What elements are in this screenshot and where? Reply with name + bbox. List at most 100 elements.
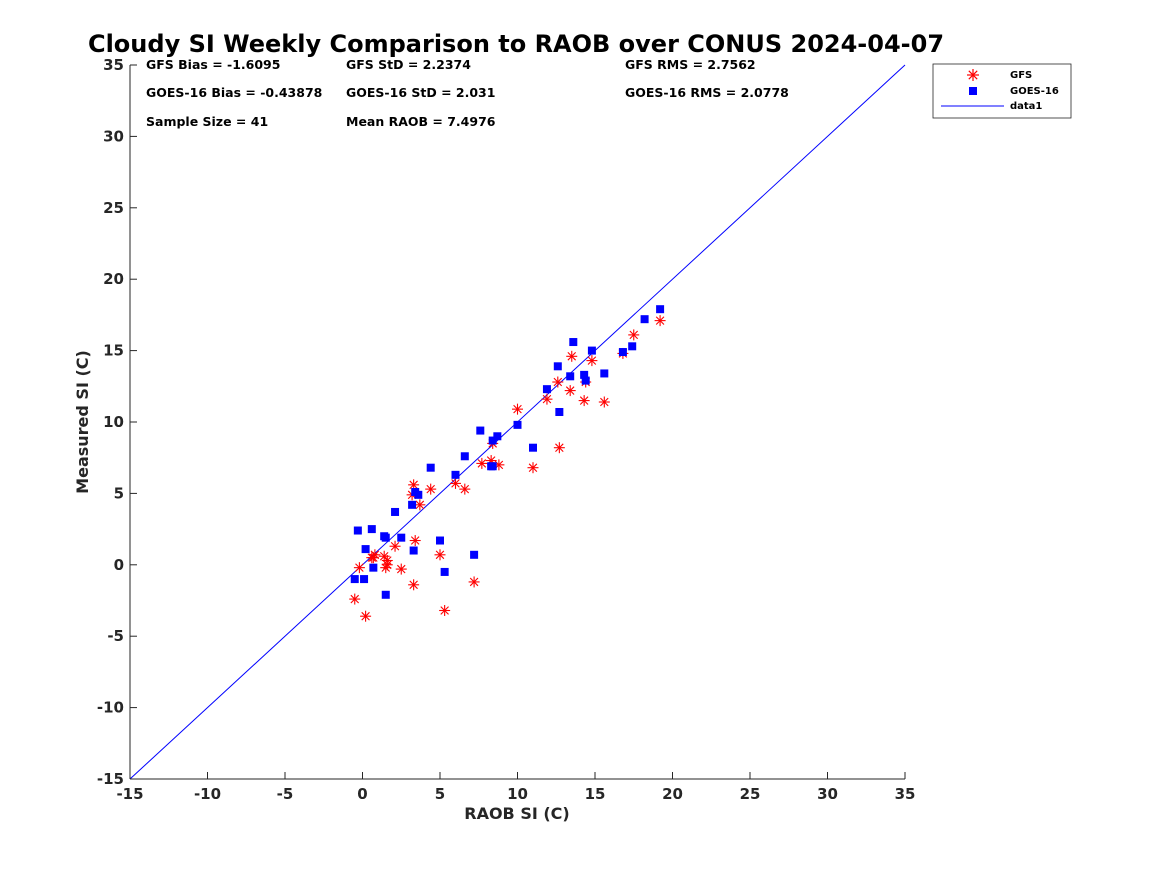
x-tick-label: -15 bbox=[116, 785, 143, 803]
goes16-point bbox=[426, 463, 435, 472]
legend-goes16-label: GOES-16 bbox=[1010, 86, 1059, 97]
legend-box bbox=[932, 63, 1072, 119]
goes16-point bbox=[513, 420, 522, 429]
y-tick-label: 15 bbox=[103, 342, 124, 360]
goes16-point bbox=[618, 348, 627, 357]
gfs-point bbox=[425, 483, 437, 495]
legend-gfs-label: GFS bbox=[1010, 70, 1032, 81]
gfs-point bbox=[450, 477, 461, 489]
goes16-point bbox=[460, 452, 469, 461]
x-tick-label: 20 bbox=[662, 785, 683, 803]
goes16-point bbox=[360, 575, 369, 584]
gfs-point bbox=[408, 479, 420, 491]
x-tick-label: -10 bbox=[194, 785, 221, 803]
gfs-point bbox=[468, 576, 480, 588]
goes16-point bbox=[367, 525, 376, 534]
y-tick-label: -5 bbox=[107, 627, 124, 645]
gfs-point bbox=[353, 562, 365, 574]
gfs-point bbox=[389, 540, 401, 552]
goes16-point bbox=[361, 545, 370, 554]
gfs-point bbox=[476, 457, 488, 469]
gfs-point bbox=[434, 549, 446, 561]
goes16-point bbox=[555, 408, 564, 417]
gfs-point bbox=[414, 499, 426, 511]
gfs-point bbox=[628, 329, 640, 341]
goes16-point bbox=[476, 426, 485, 435]
goes16-point bbox=[542, 385, 551, 394]
goes16-point bbox=[587, 346, 596, 355]
y-tick-label: 30 bbox=[103, 127, 124, 145]
goes16-point bbox=[640, 315, 649, 324]
y-tick-label: -10 bbox=[97, 699, 124, 717]
gfs-point bbox=[349, 593, 361, 605]
stat-mean-raob: Mean RAOB = 7.4976 bbox=[346, 114, 496, 129]
gfs-point bbox=[409, 535, 421, 547]
stat-goes-rms: GOES-16 RMS = 2.0778 bbox=[625, 85, 789, 100]
gfs-point bbox=[586, 355, 598, 367]
goes16-series-layer bbox=[350, 305, 665, 599]
gfs-point bbox=[564, 385, 576, 397]
x-tick-label: 0 bbox=[357, 785, 367, 803]
goes16-point bbox=[451, 470, 460, 479]
goes16-point bbox=[350, 575, 359, 584]
x-axis-ticks: -15 -10 -5 0 5 10 15 20 25 30 35 bbox=[116, 772, 915, 803]
goes16-point bbox=[493, 432, 502, 441]
gfs-point bbox=[381, 559, 393, 571]
stat-gfs-bias: GFS Bias = -1.6095 bbox=[146, 57, 280, 72]
goes16-point bbox=[397, 533, 406, 542]
stat-gfs-std: GFS StD = 2.2374 bbox=[346, 57, 471, 72]
goes16-point bbox=[440, 567, 449, 576]
gfs-point bbox=[367, 552, 379, 564]
plot-area bbox=[129, 64, 906, 780]
gfs-point bbox=[566, 350, 578, 362]
gfs-point bbox=[360, 610, 372, 622]
legend: GFS GOES-16 data1 bbox=[932, 63, 1072, 119]
legend-data1-label: data1 bbox=[1010, 101, 1042, 112]
goes16-point bbox=[580, 370, 589, 379]
y-tick-label: 20 bbox=[103, 270, 124, 288]
x-tick-label: 25 bbox=[740, 785, 761, 803]
goes16-point bbox=[414, 490, 423, 499]
stat-sample-size: Sample Size = 41 bbox=[146, 114, 268, 129]
goes16-point bbox=[391, 507, 400, 516]
statistics-block: GFS Bias = -1.6095 GFS StD = 2.2374 GFS … bbox=[146, 57, 789, 129]
y-tick-label: 25 bbox=[103, 199, 124, 217]
chart-title: Cloudy SI Weekly Comparison to RAOB over… bbox=[88, 30, 944, 58]
x-tick-label: 15 bbox=[585, 785, 606, 803]
goes16-point bbox=[381, 590, 390, 599]
gfs-point bbox=[527, 462, 539, 474]
goes16-point bbox=[381, 533, 390, 542]
goes16-point bbox=[353, 526, 362, 535]
stat-goes-std: GOES-16 StD = 2.031 bbox=[346, 85, 495, 100]
goes16-point bbox=[569, 338, 578, 347]
gfs-point bbox=[553, 442, 565, 454]
goes16-point bbox=[600, 369, 609, 378]
x-tick-label: -5 bbox=[277, 785, 294, 803]
gfs-point bbox=[552, 376, 564, 388]
goes16-point bbox=[470, 550, 479, 559]
goes16-point bbox=[436, 536, 444, 545]
x-tick-label: 10 bbox=[507, 785, 528, 803]
goes16-point bbox=[566, 372, 575, 381]
goes16-point bbox=[656, 305, 665, 314]
legend-gfs-marker bbox=[967, 69, 979, 81]
stat-gfs-rms: GFS RMS = 2.7562 bbox=[625, 57, 756, 72]
gfs-point bbox=[408, 579, 420, 591]
y-tick-label: -15 bbox=[97, 770, 124, 788]
gfs-point bbox=[395, 563, 407, 575]
y-tick-label: 0 bbox=[114, 556, 124, 574]
goes16-point bbox=[488, 462, 497, 471]
gfs-point bbox=[439, 604, 451, 616]
gfs-point bbox=[459, 483, 471, 495]
x-tick-label: 35 bbox=[895, 785, 916, 803]
goes16-point bbox=[369, 563, 378, 572]
goes16-point bbox=[553, 362, 562, 371]
x-axis-label: RAOB SI (C) bbox=[464, 804, 569, 823]
gfs-point bbox=[512, 403, 523, 415]
y-axis-label: Measured SI (C) bbox=[73, 350, 92, 494]
y-axis-ticks: -15 -10 -5 0 5 10 15 20 25 30 35 bbox=[97, 56, 137, 788]
goes16-point bbox=[409, 546, 418, 555]
stat-goes-bias: GOES-16 Bias = -0.43878 bbox=[146, 85, 322, 100]
y-tick-label: 35 bbox=[103, 56, 124, 74]
